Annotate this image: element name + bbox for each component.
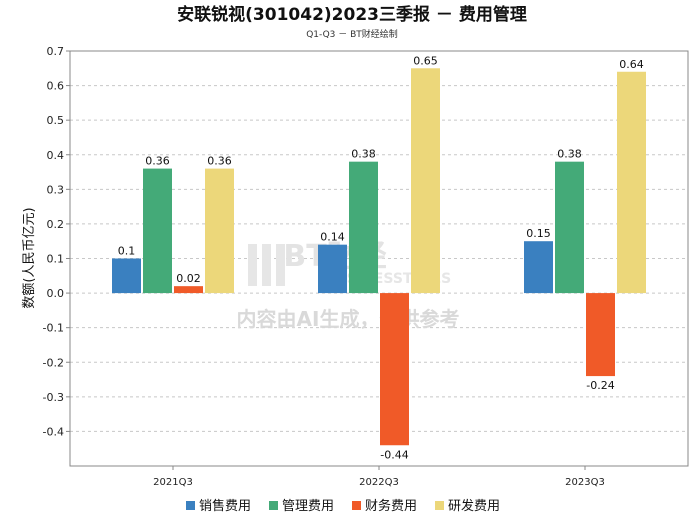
bar (318, 244, 347, 294)
legend-swatch (269, 501, 278, 510)
legend-swatch (186, 501, 195, 510)
y-tick-label: 0.2 (47, 218, 65, 231)
bar (174, 286, 203, 294)
bar (617, 71, 646, 294)
bar (524, 241, 553, 294)
bar (349, 161, 378, 294)
data-label: 0.14 (320, 231, 345, 244)
y-tick-label: -0.1 (43, 322, 64, 335)
bar (555, 161, 584, 294)
chart-subtitle: Q1-Q3 － BT财经绘制 (306, 28, 398, 40)
y-tick-label: -0.4 (43, 425, 64, 438)
y-tick-label: -0.2 (43, 356, 64, 369)
x-tick-label: 2022Q3 (359, 477, 399, 488)
y-tick-label: 0.5 (47, 114, 65, 127)
y-axis-ticks: 0.7 0.6 0.5 0.4 0.3 0.2 0.1 0.0 -0.1 -0.2 -0.3 -0.4 (43, 45, 70, 438)
bar (143, 168, 172, 294)
data-label: 0.38 (557, 148, 582, 161)
legend-swatch (352, 501, 361, 510)
legend: 销售费用 管理费用 财务费用 研发费用 (186, 498, 500, 514)
data-label: 0.65 (413, 54, 438, 67)
watermark-logo-icon (248, 244, 285, 286)
x-tick-label: 2021Q3 (153, 477, 193, 488)
data-label: 0.02 (176, 272, 201, 285)
y-tick-label: 0.3 (47, 183, 65, 196)
y-tick-label: 0.0 (47, 287, 65, 300)
legend-swatch (435, 501, 444, 510)
legend-label: 财务费用 (365, 498, 417, 514)
chart-title: 安联锐视(301042)2023三季报 － 费用管理 (177, 4, 527, 25)
bar (205, 168, 234, 294)
y-tick-label: 0.1 (47, 253, 65, 266)
data-label: -0.44 (380, 448, 408, 461)
bar (411, 68, 440, 294)
data-labels: 0.1 0.36 0.02 0.36 0.14 0.38 -0.44 0.65 0.15 0.38… (118, 54, 644, 461)
data-label: 0.1 (118, 245, 136, 258)
data-label: 0.15 (526, 227, 551, 240)
x-tick-label: 2023Q3 (565, 477, 605, 488)
bars (112, 68, 646, 446)
data-label: 0.38 (351, 148, 376, 161)
bar (380, 293, 409, 446)
legend-label: 销售费用 (199, 498, 251, 514)
data-label: 0.64 (619, 58, 644, 71)
y-tick-label: 0.7 (47, 45, 65, 58)
legend-label: 研发费用 (448, 498, 500, 514)
bar (112, 258, 141, 294)
data-label: 0.36 (145, 155, 170, 168)
gridlines (70, 50, 688, 432)
y-tick-label: 0.4 (47, 149, 65, 162)
y-tick-label: 0.6 (47, 80, 65, 93)
watermark-notice: 内容由AI生成，仅供参考 (237, 307, 460, 331)
x-axis-ticks: 2021Q3 2022Q3 2023Q3 (153, 466, 605, 488)
bar (586, 293, 615, 377)
y-tick-label: -0.3 (43, 391, 64, 404)
legend-label: 管理费用 (282, 499, 334, 514)
data-label: -0.24 (586, 379, 614, 392)
data-label: 0.36 (207, 155, 232, 168)
y-axis-label: 数额(人民币亿元) (22, 207, 37, 308)
